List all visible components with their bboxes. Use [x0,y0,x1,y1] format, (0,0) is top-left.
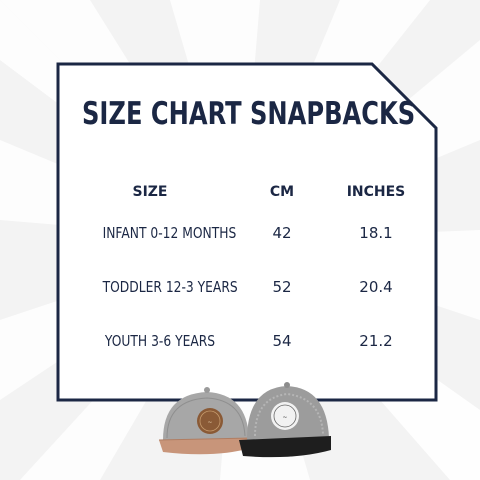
snapback-caps-image: ~ ~ [158,382,331,458]
row-infant-cm: 42 [272,224,292,242]
row-toddler-size: TODDLER 12-3 YEARS [102,278,238,296]
row-youth-size: YOUTH 3-6 YEARS [104,332,216,350]
header-inches: INCHES [346,184,406,200]
left-cap-icon: ~ [158,387,252,455]
svg-text:~: ~ [282,414,287,421]
row-infant-inches: 18.1 [359,224,393,242]
row-toddler-inches: 20.4 [359,278,393,296]
row-infant-size: INFANT 0-12 MONTHS [102,224,237,242]
row-youth-inches: 21.2 [359,332,393,350]
row-youth-cm: 54 [272,332,292,350]
header-size: SIZE [132,184,168,200]
chart-title: SIZE CHART SNAPBACKS [82,96,416,132]
svg-text:~: ~ [207,419,212,426]
header-cm: CM [269,184,295,200]
right-cap-icon: ~ [239,382,331,458]
row-toddler-cm: 52 [272,278,292,296]
